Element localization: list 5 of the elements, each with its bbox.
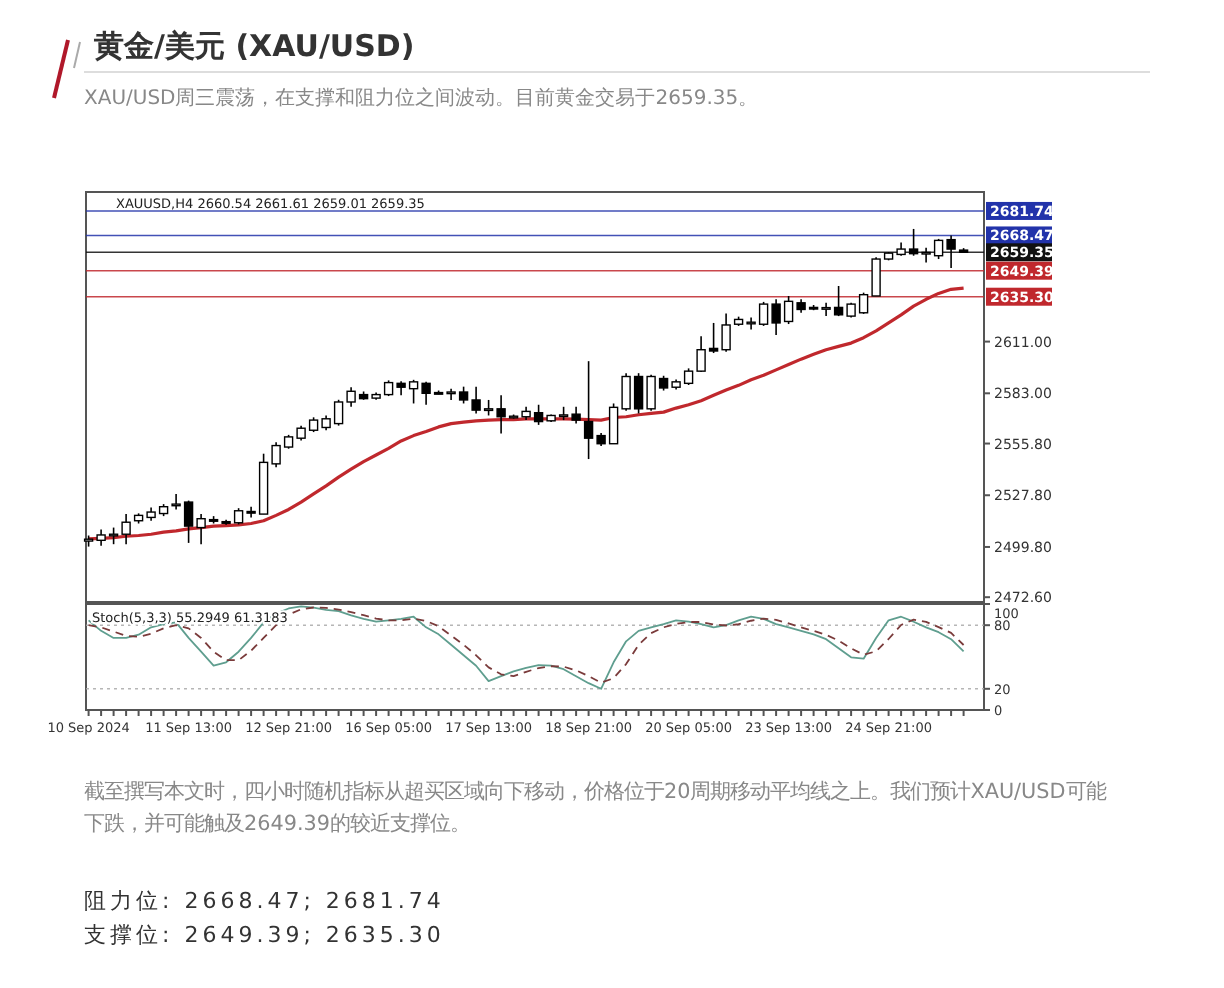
text: 截至撰写本文时，四小时随机指标从超买区域向下移动，价格位于20周期移动平均线之上。我们预计XAU/USD可能下跌，并可能触及2649.39的较近支撑位。	[84, 778, 1109, 840]
text: 支撑位: 2649.39; 2635.30	[84, 920, 445, 950]
chart-subtitle: XAU/USD周三震荡，在支撑和阻力位之间波动。目前黄金交易于2659.35。	[84, 85, 759, 112]
text: 阻力位: 2668.47; 2681.74	[84, 886, 445, 916]
chart-title: 黄金/美元 (XAU/USD)	[94, 28, 415, 66]
